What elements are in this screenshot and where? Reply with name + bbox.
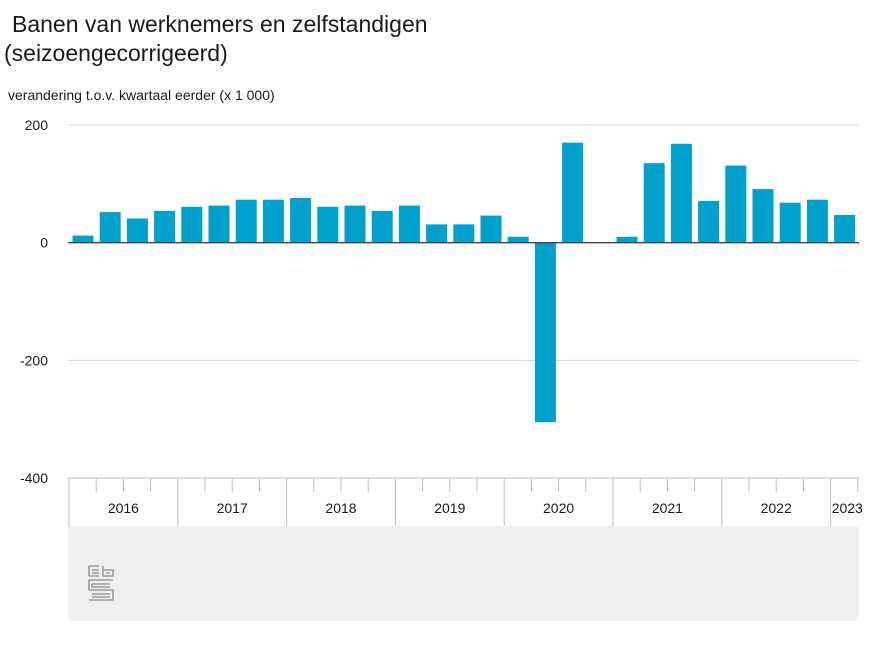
bar (99, 212, 121, 243)
x-tick-label: 2023 (832, 500, 863, 516)
bar (725, 165, 747, 243)
bar (290, 198, 312, 243)
bar (426, 224, 448, 243)
bar (72, 235, 94, 243)
footer-panel (68, 526, 859, 621)
bar (208, 205, 230, 243)
bar (562, 142, 584, 243)
bar (507, 236, 529, 243)
bar (398, 205, 420, 243)
bar (670, 143, 692, 243)
bar (480, 215, 502, 243)
chart-title: Banen van werknemers en zelfstandigen (s… (4, 10, 428, 68)
x-axis: 2016 2017 2018 2019 2020 2021 2022 2023 (68, 477, 863, 526)
chart-title-line-1: Banen van werknemers en zelfstandigen (12, 11, 428, 37)
y-tick-label: 0 (40, 235, 48, 251)
bar (317, 206, 339, 243)
x-tick-label: 2019 (434, 500, 465, 516)
y-axis-label: verandering t.o.v. kwartaal eerder (x 1 … (8, 87, 275, 103)
bar (806, 199, 828, 243)
cbs-logo-icon (88, 565, 114, 601)
bar (752, 189, 774, 243)
bar (371, 210, 393, 243)
bar (643, 163, 665, 243)
y-tick-label: -200 (20, 352, 48, 368)
x-tick-label: 2018 (325, 500, 356, 516)
bar (453, 224, 475, 243)
bar (344, 205, 366, 243)
bar (698, 200, 720, 243)
bar (534, 242, 556, 423)
bar (834, 215, 856, 243)
x-tick-label: 2020 (543, 500, 574, 516)
y-tick-label: -400 (20, 470, 48, 486)
y-tick-labels: 200 0 -200 -400 (20, 117, 48, 486)
x-tick-label: 2022 (761, 500, 792, 516)
x-tick-label: 2017 (217, 500, 248, 516)
bar (126, 218, 148, 243)
x-tick-label: 2021 (652, 500, 683, 516)
bar (779, 202, 801, 243)
y-tick-label: 200 (25, 117, 49, 133)
bar (235, 199, 257, 243)
bar (181, 206, 203, 243)
chart-title-line-2: (seizoengecorrigeerd) (4, 40, 228, 66)
bar (154, 210, 176, 243)
bar (616, 236, 638, 243)
bars (72, 142, 856, 423)
bar (262, 199, 284, 243)
x-tick-label: 2016 (108, 500, 139, 516)
